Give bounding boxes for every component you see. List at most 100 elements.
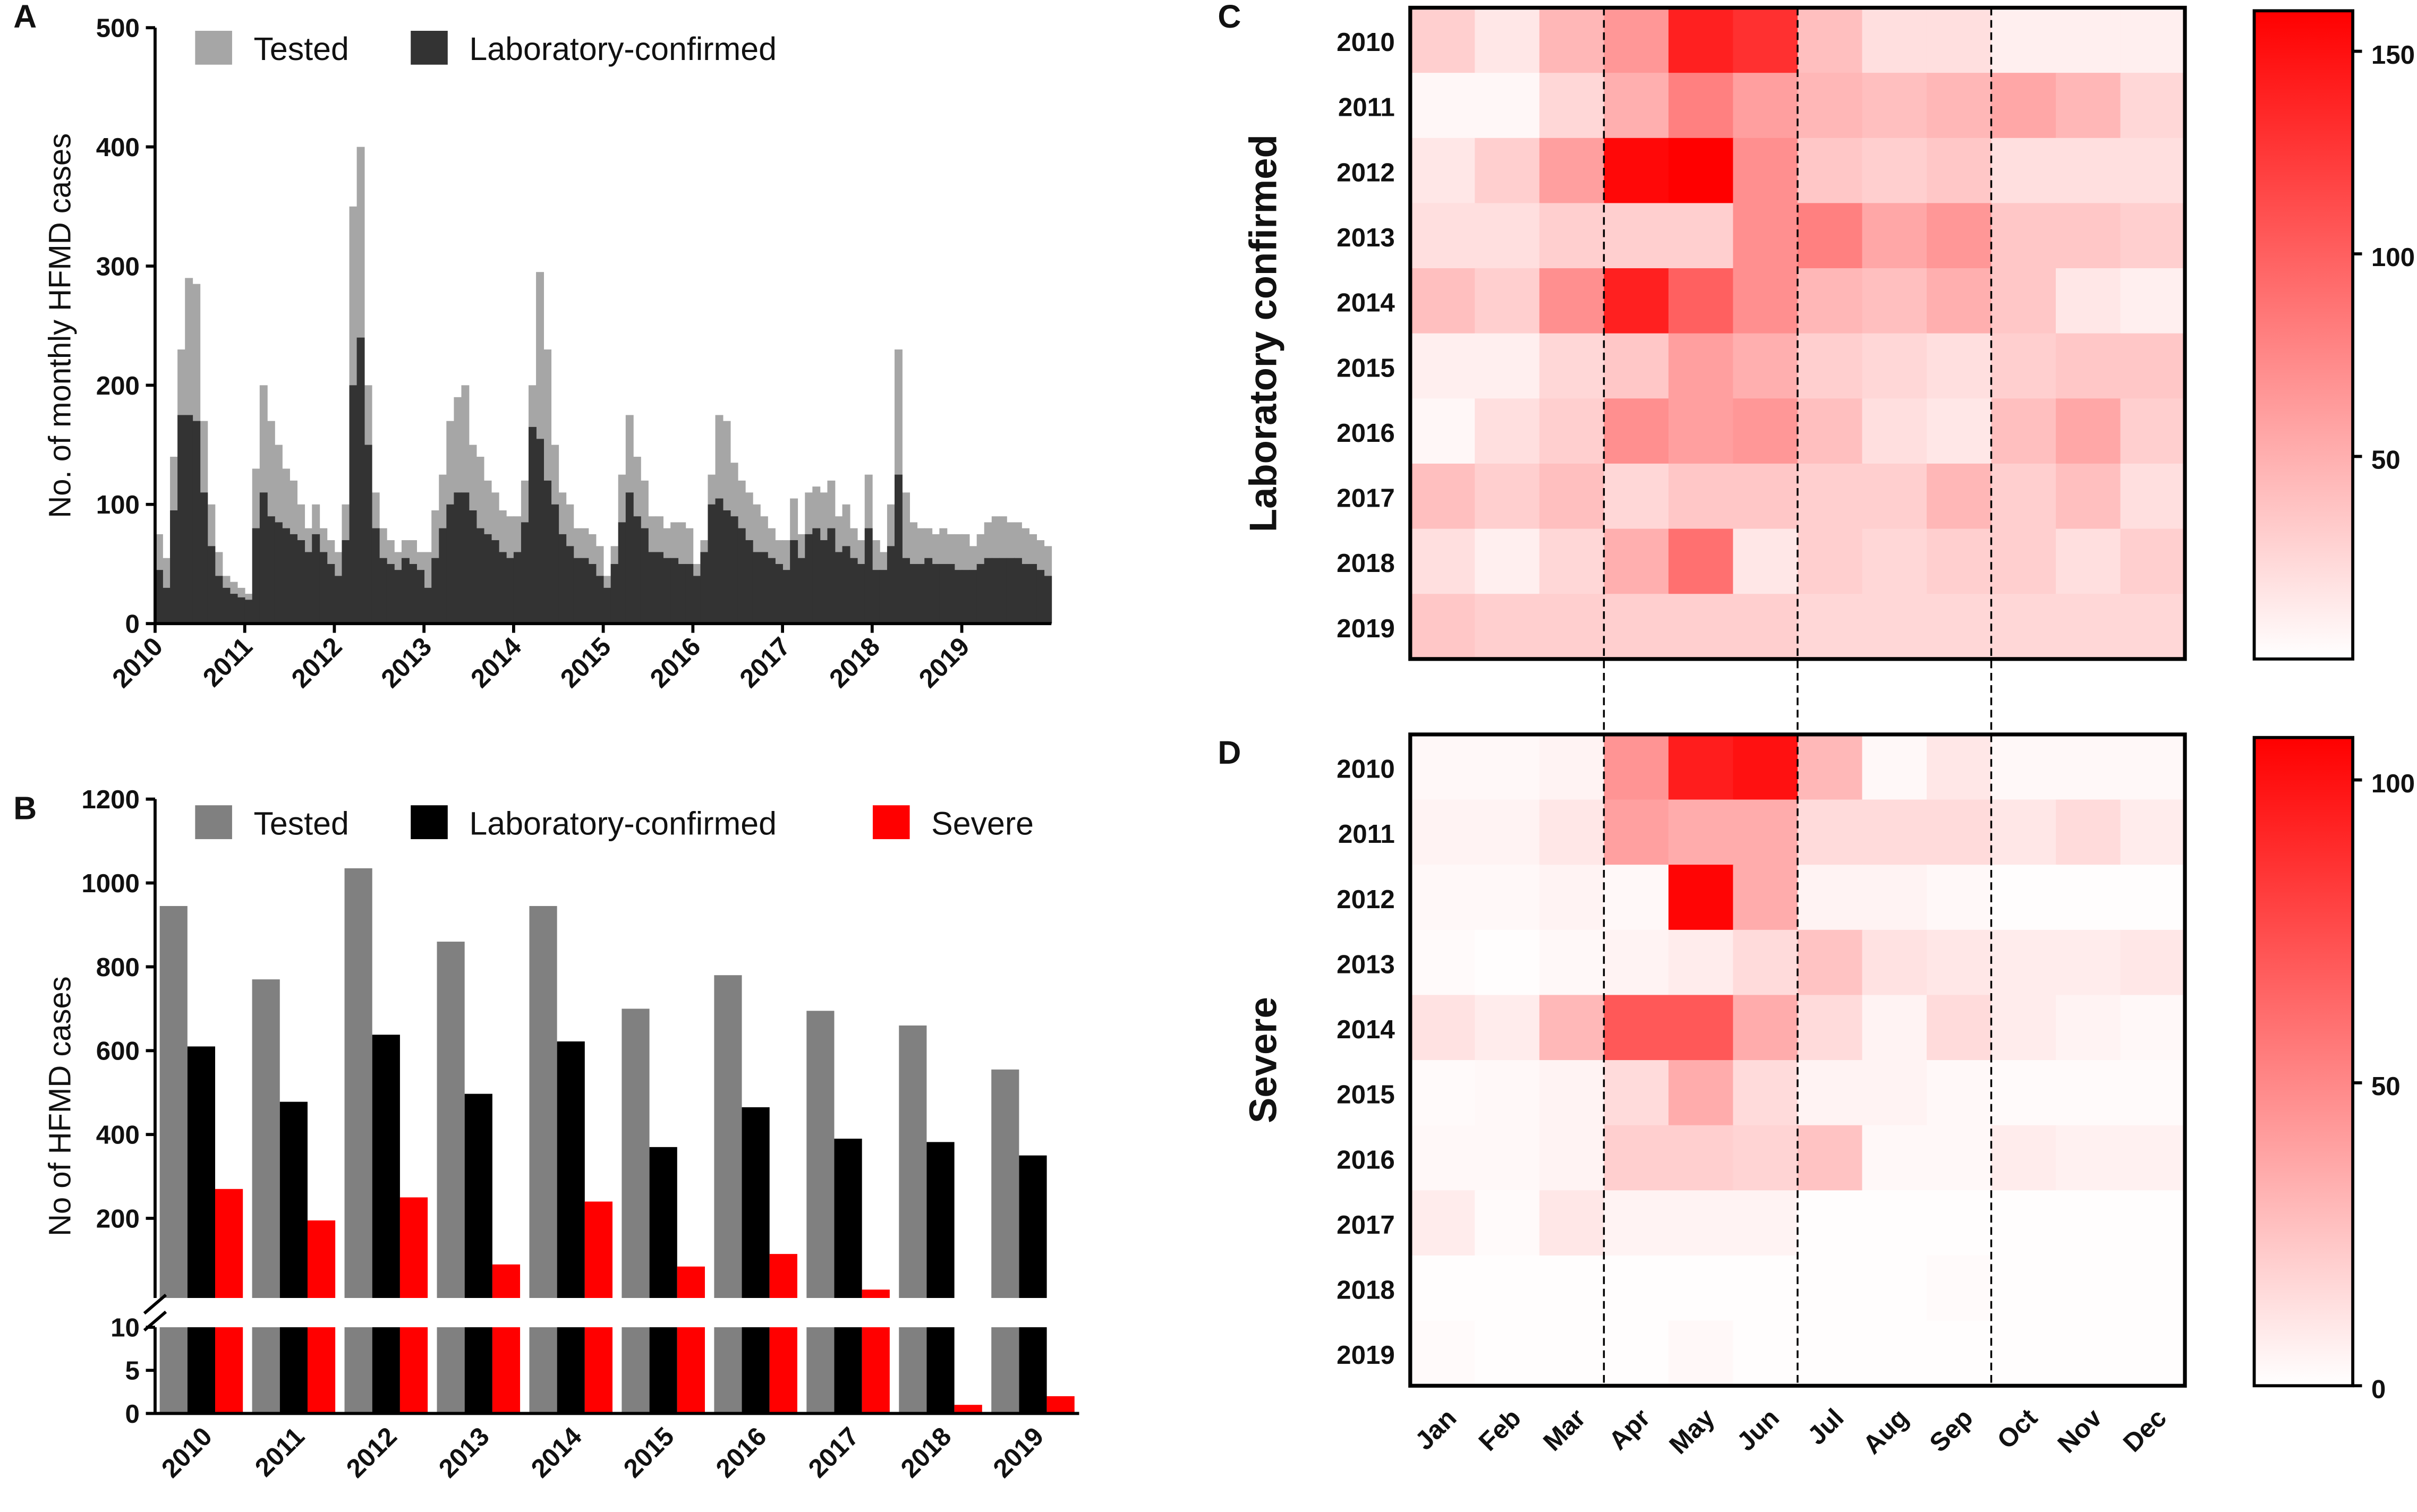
heat-cell xyxy=(2056,7,2122,74)
heat-cell xyxy=(1668,398,1734,465)
bar xyxy=(610,563,619,624)
heat-cell xyxy=(1604,929,1670,996)
x-tick-label: 2015 xyxy=(618,1422,679,1483)
heat-cell xyxy=(1410,1255,1476,1322)
heat-cell xyxy=(1539,333,1605,399)
legend-label: Tested xyxy=(254,31,349,67)
bar xyxy=(344,868,372,1414)
heat-cell xyxy=(2120,203,2186,269)
heat-cell xyxy=(1475,1190,1541,1257)
bar xyxy=(1029,563,1037,624)
heat-cell xyxy=(1991,995,2057,1061)
colorbar xyxy=(2252,736,2354,1388)
heat-cell xyxy=(2056,73,2122,139)
heat-cell xyxy=(1604,1320,1670,1387)
heat-cell xyxy=(1926,203,1992,269)
bar xyxy=(431,558,440,624)
heat-cell xyxy=(1926,1125,1992,1191)
heat-cell xyxy=(1539,1060,1605,1126)
heat-cell xyxy=(2120,995,2186,1061)
heat-cell xyxy=(1797,333,1863,399)
heat-cell xyxy=(1668,594,1734,660)
heat-cell xyxy=(1926,73,1992,139)
heat-cell xyxy=(2056,1190,2122,1257)
legend-label: Severe xyxy=(931,805,1034,841)
bar xyxy=(835,552,843,624)
x-tick-label: 2019 xyxy=(988,1422,1049,1483)
row-label: 2019 xyxy=(1337,1340,1395,1370)
heat-cell xyxy=(1539,138,1605,204)
heat-cell xyxy=(1733,799,1799,866)
heat-cell xyxy=(1797,734,1863,800)
y-tick-label: 200 xyxy=(96,371,140,400)
x-tick-label: 2012 xyxy=(286,631,347,693)
heat-cell xyxy=(1604,7,1670,74)
heat-cell xyxy=(1733,528,1799,595)
x-tick-label: 2016 xyxy=(644,631,706,693)
y-axis-label: Severe xyxy=(1242,997,1285,1123)
x-tick-label: 2015 xyxy=(555,631,616,693)
y-tick-label: 800 xyxy=(96,953,140,982)
bar xyxy=(244,600,253,624)
heat-cell xyxy=(1668,463,1734,530)
bar xyxy=(887,546,895,624)
heat-cell xyxy=(1668,929,1734,996)
heat-cell xyxy=(1991,1190,2057,1257)
bar xyxy=(648,552,656,624)
heat-cell xyxy=(1475,398,1541,465)
bar xyxy=(543,480,552,624)
bar xyxy=(760,552,768,624)
heat-cell xyxy=(1926,1060,1992,1126)
bar xyxy=(909,563,918,624)
heat-cell xyxy=(1410,203,1476,269)
heat-cell xyxy=(1733,203,1799,269)
legend-label: Laboratory-confirmed xyxy=(469,31,777,67)
heat-cell xyxy=(1475,463,1541,530)
heat-cell xyxy=(1926,734,1992,800)
bar xyxy=(279,1101,308,1414)
heat-cell xyxy=(1539,203,1605,269)
bar xyxy=(622,1009,650,1414)
heat-cell xyxy=(1539,1320,1605,1387)
y-axis-label: No. of monthly HFMD cases xyxy=(44,133,78,518)
heat-cell xyxy=(2056,929,2122,996)
heat-cell xyxy=(1604,865,1670,931)
heat-cell xyxy=(1410,995,1476,1061)
bar xyxy=(769,1254,797,1414)
x-tick-label: 2011 xyxy=(249,1422,310,1482)
bar xyxy=(521,522,529,624)
heat-cell xyxy=(1668,1125,1734,1191)
heat-cell xyxy=(2056,333,2122,399)
heat-cell xyxy=(2120,268,2186,335)
heat-cell xyxy=(1668,73,1734,139)
heat-cell xyxy=(1539,268,1605,335)
heat-cell xyxy=(1475,528,1541,595)
bar xyxy=(842,546,850,624)
bar xyxy=(356,337,365,624)
bar xyxy=(625,492,634,624)
row-label: 2019 xyxy=(1337,614,1395,643)
bar xyxy=(976,563,985,624)
bar xyxy=(827,528,836,624)
heat-cell xyxy=(2120,1125,2186,1191)
bar xyxy=(461,492,470,624)
heat-cell xyxy=(1733,995,1799,1061)
y-tick-label: 300 xyxy=(96,252,140,281)
legend-swatch xyxy=(195,805,232,840)
heat-cell xyxy=(2120,138,2186,204)
bar xyxy=(513,552,522,624)
bar xyxy=(954,1405,982,1414)
x-tick-label: Sep xyxy=(1924,1403,1979,1458)
x-tick-label: 2018 xyxy=(824,631,886,693)
heat-cell xyxy=(1539,734,1605,800)
heat-cell xyxy=(1991,138,2057,204)
panel-label: B xyxy=(13,790,37,826)
heat-cell xyxy=(1604,268,1670,335)
heat-cell xyxy=(1668,1060,1734,1126)
heat-cell xyxy=(1475,1125,1541,1191)
heat-cell xyxy=(1410,138,1476,204)
bar xyxy=(319,552,328,624)
x-tick-label: May xyxy=(1664,1403,1721,1460)
heat-cell xyxy=(1733,929,1799,996)
bar xyxy=(961,570,970,624)
